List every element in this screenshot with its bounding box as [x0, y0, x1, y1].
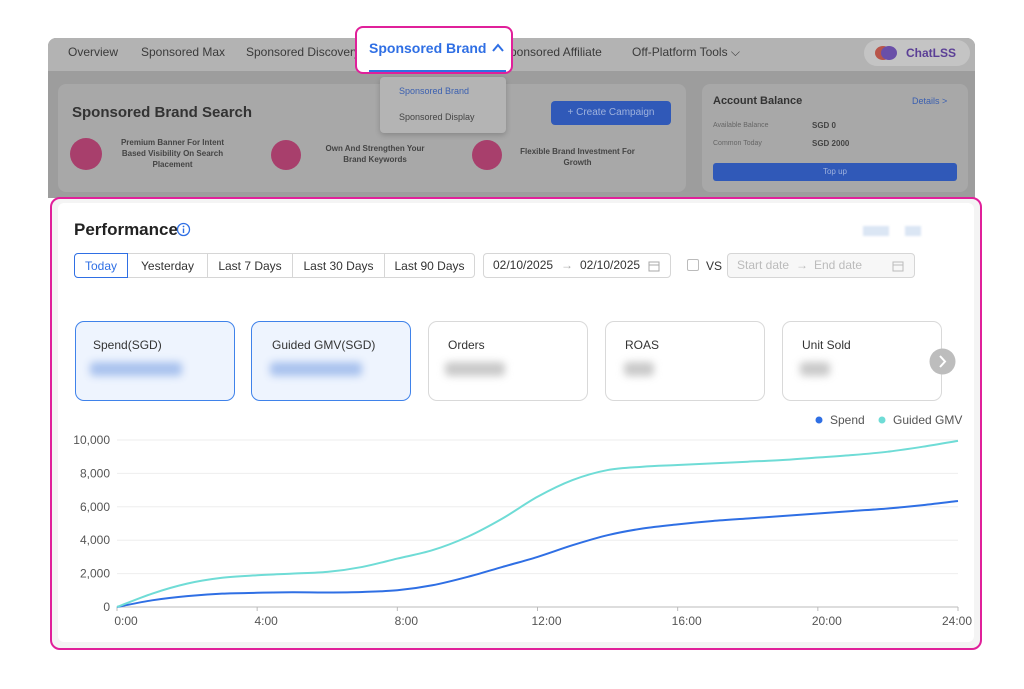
legend-label: Spend: [830, 413, 865, 427]
top-up-button[interactable]: Top up: [713, 163, 957, 181]
legend-dot: [878, 416, 886, 424]
feature-text: Premium Banner For Intent Based Visibili…: [120, 138, 225, 169]
blurred-value: [270, 362, 362, 376]
range-arrow: →: [561, 258, 573, 272]
balance-value: SGD 0: [812, 121, 837, 130]
account-title: Account Balance: [713, 95, 803, 107]
y-tick-label: 6,000: [80, 500, 110, 514]
blurred-value: [624, 362, 654, 376]
metric-label: Spend(SGD): [93, 338, 162, 352]
nav-item[interactable]: Overview: [68, 45, 119, 59]
chat-icon: [875, 46, 897, 60]
legend-dot: [815, 416, 823, 424]
date-tab[interactable]: Today: [74, 253, 128, 278]
x-tick-label: 16:00: [672, 614, 702, 628]
metric-card[interactable]: ROAS: [605, 321, 765, 401]
date-range[interactable]: 02/10/2025 → 02/10/2025: [483, 253, 671, 278]
feature-icon: [472, 140, 502, 170]
blurred-value: [90, 362, 182, 376]
metric-card[interactable]: Spend(SGD): [75, 321, 235, 401]
metric-card[interactable]: Orders: [428, 321, 588, 401]
x-tick-label: 4:00: [254, 614, 278, 628]
y-tick-label: 8,000: [80, 466, 110, 480]
blurred-value: [800, 362, 830, 376]
feature-icon: [70, 138, 102, 170]
y-tick-label: 0: [103, 600, 110, 614]
x-tick-label: 20:00: [812, 614, 842, 628]
blurred-value: [445, 362, 505, 376]
active-underline: [369, 70, 506, 72]
feature-icon: [271, 140, 301, 170]
dropdown: [380, 77, 506, 133]
compare-end: End date: [814, 258, 863, 272]
x-tick-label: 12:00: [531, 614, 561, 628]
x-tick-label: 8:00: [395, 614, 419, 628]
end-date: 02/10/2025: [580, 258, 641, 272]
create-campaign-button[interactable]: + Create Campaign: [551, 101, 671, 125]
vs-label: VS: [706, 259, 723, 273]
y-tick-label: 2,000: [80, 567, 110, 581]
date-tab[interactable]: Yesterday: [127, 253, 208, 278]
calendar-icon: [648, 261, 660, 272]
nav-item[interactable]: Off-Platform Tools ⌵: [632, 45, 741, 59]
date-tab[interactable]: Last 90 Days: [384, 253, 475, 278]
active-nav-highlight[interactable]: Sponsored Brand: [355, 26, 513, 74]
balance-value: SGD 2000: [812, 139, 850, 148]
chat-pill[interactable]: ChatLSS: [864, 40, 970, 66]
x-tick-label: 0:00: [114, 614, 138, 628]
y-tick-label: 4,000: [80, 533, 110, 547]
nav-item[interactable]: Sponsored Discovery: [246, 45, 361, 59]
metric-card[interactable]: Unit Sold: [782, 321, 942, 401]
date-tab[interactable]: Last 7 Days: [207, 253, 293, 278]
legend-label: Guided GMV: [893, 413, 962, 427]
metric-label: Guided GMV(SGD): [272, 338, 376, 352]
metric-card[interactable]: Guided GMV(SGD): [251, 321, 411, 401]
chevron-up: [492, 43, 504, 52]
details-link[interactable]: Details >: [912, 96, 948, 106]
balance-label: Common Today: [713, 140, 762, 147]
feature-text: Flexible Brand Investment For Growth: [520, 147, 635, 167]
compare-start: Start date: [737, 258, 790, 272]
nav-item-text: Off-Platform Tools: [632, 45, 728, 59]
feature-text: Own And Strengthen Your Brand Keywords: [325, 144, 425, 164]
metric-label: Orders: [448, 338, 485, 352]
performance-title: Performance: [74, 220, 178, 239]
dropdown-item[interactable]: Sponsored Display: [399, 112, 475, 122]
x-tick-label: 24:00: [942, 614, 972, 628]
banner-title: Sponsored Brand Search: [72, 104, 253, 121]
balance-label: Available Balance: [713, 122, 769, 129]
info-icon[interactable]: [176, 222, 191, 237]
series-line: [116, 439, 959, 608]
nav-item[interactable]: Sponsored Affiliate: [502, 45, 602, 59]
range-arrow: →: [796, 258, 808, 272]
blurred-control: [905, 226, 921, 236]
blurred-control: [863, 226, 889, 236]
next-arrow[interactable]: [929, 348, 956, 375]
chat-label: ChatLSS: [906, 46, 957, 60]
date-tab[interactable]: Last 30 Days: [292, 253, 385, 278]
vs-checkbox[interactable]: [687, 259, 699, 271]
start-date: 02/10/2025: [493, 258, 554, 272]
metric-label: ROAS: [625, 338, 660, 352]
y-tick-label: 10,000: [73, 433, 110, 447]
calendar-icon: [892, 261, 904, 272]
metric-label: Unit Sold: [802, 338, 851, 352]
nav-item[interactable]: Sponsored Max: [141, 45, 226, 59]
compare-range[interactable]: Start date → End date: [727, 253, 915, 278]
series-line: [116, 499, 959, 608]
dropdown-item[interactable]: Sponsored Brand: [399, 86, 470, 96]
active-nav-item: Sponsored Brand: [369, 40, 487, 56]
